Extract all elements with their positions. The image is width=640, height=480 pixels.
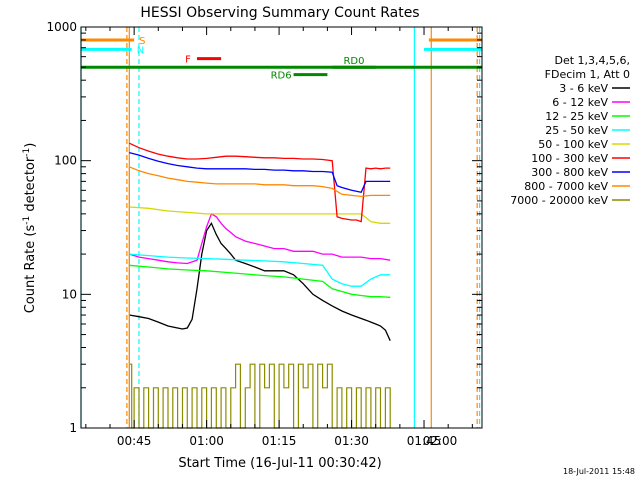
x-tick-label-3: 01:30 <box>334 434 369 448</box>
series-line-0 <box>129 221 391 341</box>
series-line-6 <box>129 151 391 194</box>
chart-title: HESSI Observing Summary Count Rates <box>140 5 419 21</box>
state-bar-label-6: RD0 <box>343 56 364 67</box>
series-line-3 <box>129 253 391 287</box>
y-axis-label-sup1: -1 <box>22 216 32 225</box>
legend-label-6: 300 - 800 keV <box>531 166 608 179</box>
state-bar-label-0: S <box>139 36 145 47</box>
legend-header-1: Det 1,3,4,5,6, <box>554 54 630 67</box>
series-line-4 <box>129 206 391 224</box>
y-tick-label-2: 100 <box>54 154 77 168</box>
x-tick-label-last: 02:00 <box>423 434 458 448</box>
state-bar-label-7: RD6 <box>271 71 292 82</box>
legend-label-5: 100 - 300 keV <box>531 152 608 165</box>
y-axis-label-end: ) <box>23 143 38 148</box>
x-tick-label-1: 01:00 <box>189 434 224 448</box>
legend-label-8: 7000 - 20000 keV <box>510 194 608 207</box>
x-tick-label-4: 01:45 <box>407 434 442 448</box>
legend-label-4: 50 - 100 keV <box>538 138 608 151</box>
data-series <box>128 142 391 429</box>
legend-label-3: 25 - 50 keV <box>545 124 608 137</box>
y-axis-label-main: Count Rate (s <box>23 225 38 314</box>
legend-header-2: FDecim 1, Att 0 <box>545 68 630 81</box>
timestamp: 18-Jul-2011 15:48 <box>563 467 635 476</box>
series-line-7 <box>129 166 391 198</box>
y-axis-ticks: 1 10 100 1000 <box>46 20 482 435</box>
y-axis-label-sup2: -1 <box>22 148 32 157</box>
y-tick-label-3: 1000 <box>46 20 77 34</box>
y-tick-label-1: 10 <box>62 287 77 301</box>
series-line-1 <box>129 212 391 265</box>
series-line-2 <box>129 264 391 298</box>
state-bar-label-4: F <box>185 55 191 66</box>
y-tick-label-0: 1 <box>69 421 77 435</box>
legend-label-7: 800 - 7000 keV <box>524 180 608 193</box>
state-bar-label-2: N <box>137 45 144 56</box>
legend-label-0: 3 - 6 keV <box>559 82 608 95</box>
y-axis-label-mid: detector <box>23 156 38 216</box>
x-tick-label-2: 01:15 <box>262 434 297 448</box>
legend: Det 1,3,4,5,6, FDecim 1, Att 0 3 - 6 keV… <box>510 54 630 207</box>
y-axis-label: Count Rate (s-1 detector-1) <box>22 143 38 314</box>
state-bars: SN F RD0 RD6 <box>81 36 482 82</box>
legend-label-1: 6 - 12 keV <box>552 96 608 109</box>
x-tick-label-0: 00:45 <box>117 434 152 448</box>
legend-label-2: 12 - 25 keV <box>545 110 608 123</box>
x-axis-label: Start Time (16-Jul-11 00:30:42) <box>178 456 381 471</box>
plot-frame <box>80 26 483 429</box>
